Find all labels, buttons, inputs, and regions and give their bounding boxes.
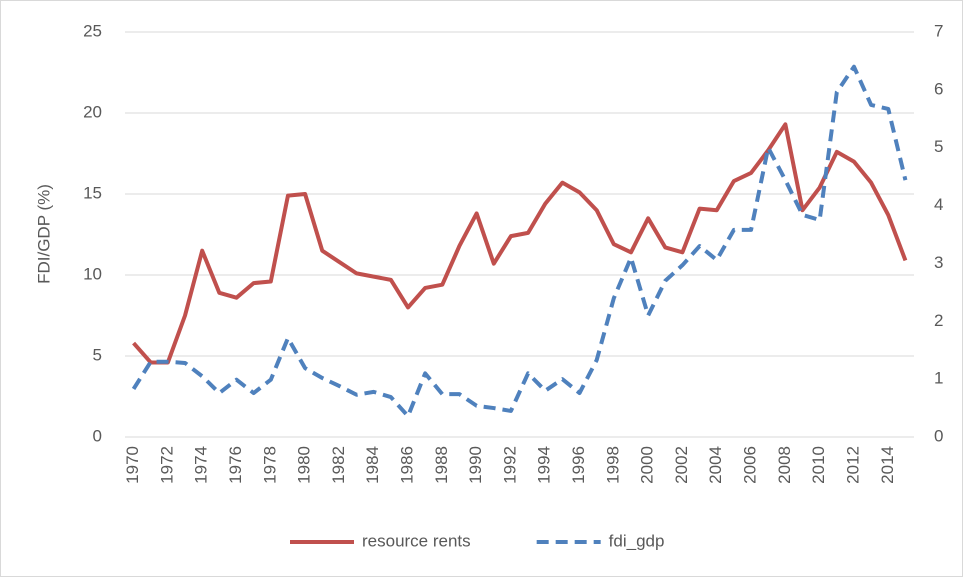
legend-label: fdi_gdp [609,531,665,550]
y2-tick-label: 1 [934,369,943,388]
y-axis-title: FDI/GDP (%) [34,184,53,284]
y2-tick-label: 6 [934,79,943,98]
x-tick-label: 1982 [329,446,348,484]
x-tick-label: 1984 [363,446,382,484]
x-tick-label: 2010 [809,446,828,484]
x-tick-label: 1988 [432,446,451,484]
x-tick-label: 2004 [706,446,725,484]
x-tick-label: 1994 [535,446,554,484]
y2-tick-label: 5 [934,137,943,156]
x-tick-label: 1974 [192,446,211,484]
x-tick-label: 2008 [775,446,794,484]
x-tick-label: 1986 [397,446,416,484]
x-tick-label: 2006 [741,446,760,484]
y-tick-label: 0 [93,426,102,445]
x-tick-label: 1996 [569,446,588,484]
y2-tick-label: 4 [934,195,943,214]
y-tick-label: 15 [83,183,102,202]
y2-tick-label: 0 [934,426,943,445]
legend-label: resource rents [362,531,471,550]
x-tick-label: 1980 [295,446,314,484]
x-tick-label: 1998 [603,446,622,484]
x-tick-label: 1990 [466,446,485,484]
x-tick-label: 1976 [226,446,245,484]
x-tick-label: 2014 [878,446,897,484]
y-tick-label: 5 [93,345,102,364]
x-tick-label: 1970 [123,446,142,484]
x-tick-label: 1992 [500,446,519,484]
x-tick-label: 1978 [260,446,279,484]
y-tick-label: 25 [83,21,102,40]
y-tick-label: 20 [83,102,102,121]
x-tick-label: 2000 [638,446,657,484]
y2-tick-label: 2 [934,311,943,330]
y-tick-label: 10 [83,264,102,283]
series-line [131,64,908,419]
x-tick-label: 2002 [672,446,691,484]
series-line [132,122,908,365]
x-tick-label: 1972 [157,446,176,484]
y2-tick-label: 7 [934,21,943,40]
y2-tick-label: 3 [934,253,943,272]
x-tick-label: 2012 [843,446,862,484]
